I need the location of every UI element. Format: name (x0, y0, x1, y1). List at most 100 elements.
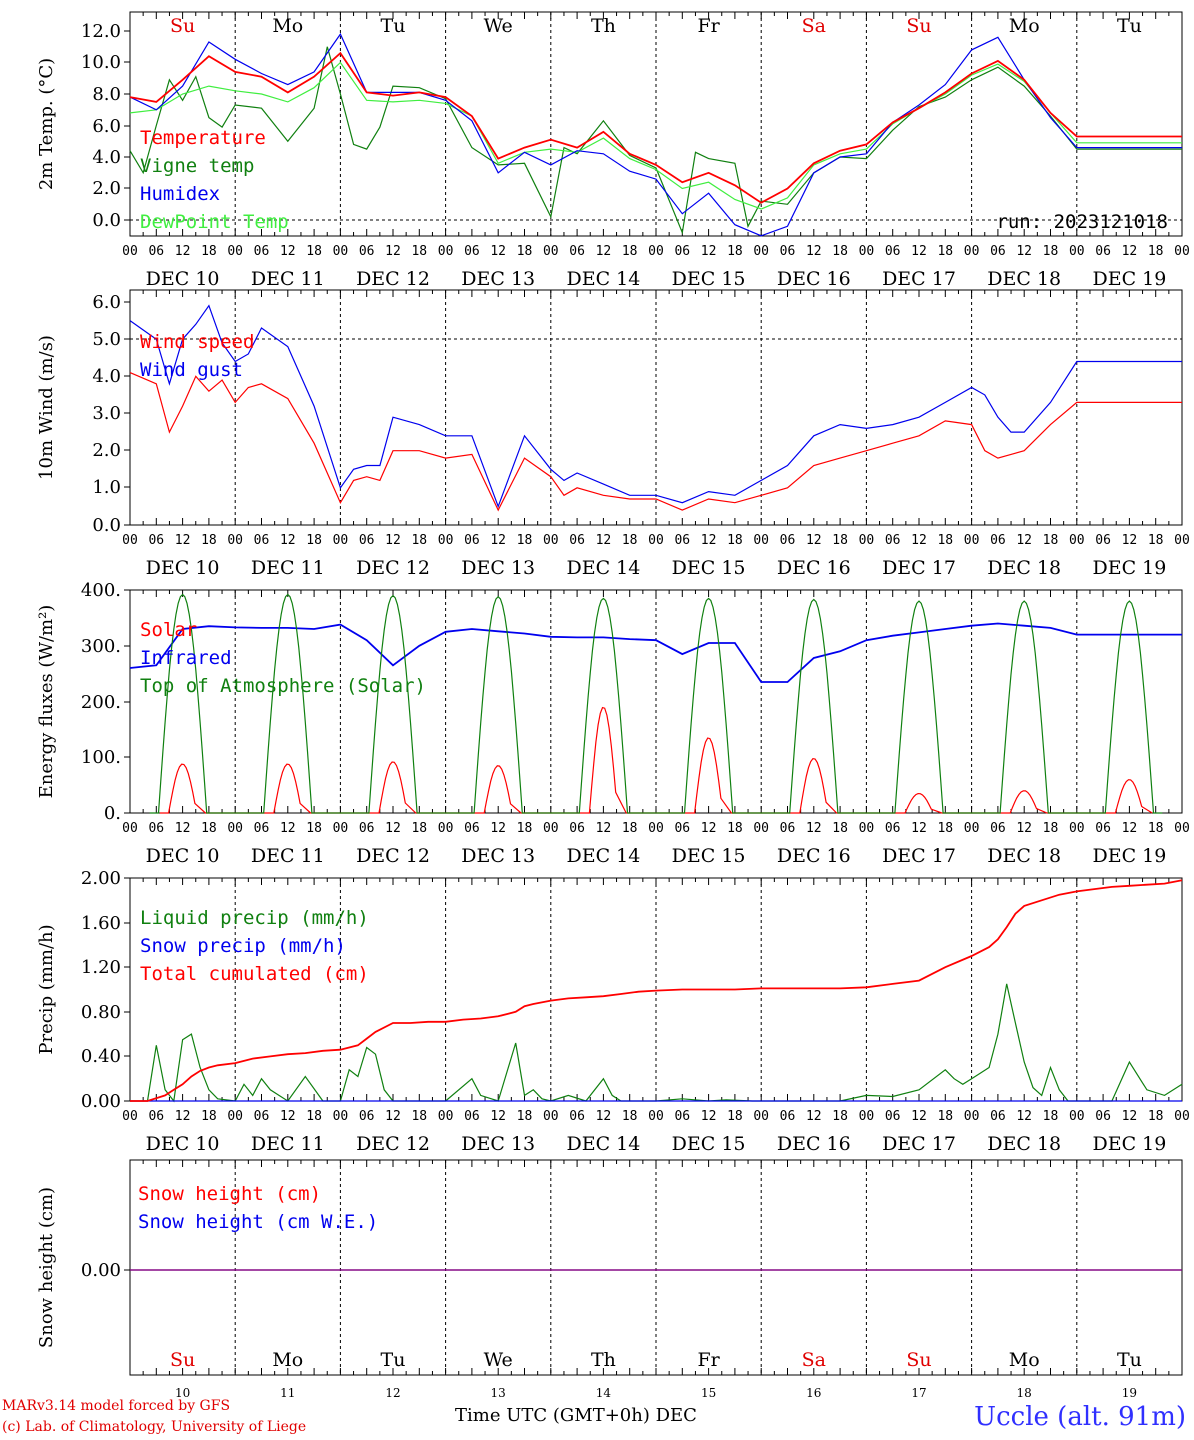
legend-entry: Total cumulated (cm) (140, 963, 369, 985)
hour-tick-label: 06 (674, 244, 690, 259)
date-label: DEC 11 (251, 268, 325, 290)
hour-tick-label: 12 (490, 533, 506, 548)
hour-tick-label: 00 (333, 533, 349, 548)
y-tick-label: 5.0 (92, 329, 121, 350)
hour-tick-label: 12 (806, 1109, 822, 1124)
hour-tick-label: 18 (622, 821, 638, 836)
hour-tick-label: 12 (1122, 1109, 1138, 1124)
hour-tick-label: 00 (438, 1109, 454, 1124)
hour-tick-label: 12 (1122, 533, 1138, 548)
hour-tick-label: 12 (490, 244, 506, 259)
legend-entry: Liquid precip (mm/h) (140, 907, 369, 929)
hour-tick-label: 12 (806, 244, 822, 259)
hour-tick-label: 06 (254, 1109, 270, 1124)
hour-tick-label: 18 (201, 244, 217, 259)
date-label: DEC 15 (672, 268, 746, 290)
hour-tick-label: 12 (596, 1109, 612, 1124)
hour-tick-label: 18 (727, 533, 743, 548)
series-line-wind-gust (129, 304, 1182, 509)
weekday-label-bottom: Sa (802, 1349, 826, 1371)
hour-tick-label: 00 (1069, 244, 1085, 259)
date-label: DEC 17 (882, 1133, 956, 1155)
hour-tick-label: 00 (859, 1109, 875, 1124)
y-tick-label: 6.0 (92, 116, 121, 137)
hour-tick-label: 00 (227, 244, 243, 259)
day-number-label: 11 (280, 1386, 295, 1400)
date-label: DEC 16 (777, 557, 851, 579)
hour-tick-label: 00 (227, 821, 243, 836)
hour-tick-label: 12 (280, 244, 296, 259)
day-number-label: 15 (701, 1386, 716, 1400)
hour-tick-label: 06 (148, 244, 164, 259)
date-label: DEC 12 (356, 557, 430, 579)
hour-tick-label: 12 (1016, 821, 1032, 836)
hour-tick-label: 12 (175, 244, 191, 259)
y-tick-label: 0.80 (81, 1002, 121, 1023)
hour-tick-label: 12 (1016, 533, 1032, 548)
hour-tick-label: 06 (254, 533, 270, 548)
date-label: DEC 14 (566, 268, 640, 290)
day-number-label: 19 (1122, 1386, 1137, 1400)
day-number-label: 18 (1017, 1386, 1032, 1400)
hour-tick-label: 18 (201, 821, 217, 836)
date-label: DEC 15 (672, 557, 746, 579)
hour-tick-label: 18 (306, 244, 322, 259)
hour-tick-label: 00 (753, 244, 769, 259)
y-tick-label: 0.00 (81, 1260, 121, 1281)
hour-tick-label: 00 (1174, 821, 1190, 836)
hour-tick-label: 00 (438, 244, 454, 259)
hour-tick-label: 06 (674, 533, 690, 548)
legend-entry: Temperature (140, 127, 266, 149)
legend-entry: Solar (140, 619, 197, 641)
hour-tick-label: 18 (1148, 1109, 1164, 1124)
hour-tick-label: 06 (464, 821, 480, 836)
hour-tick-label: 18 (1148, 821, 1164, 836)
hour-tick-label: 00 (859, 821, 875, 836)
station-label: Uccle (alt. 91m) (974, 1402, 1186, 1432)
hour-tick-label: 06 (885, 1109, 901, 1124)
date-label: DEC 14 (566, 1133, 640, 1155)
series-line-vigne-temp (129, 46, 1182, 235)
x-axis-title: Time UTC (GMT+0h) DEC (455, 1405, 697, 1426)
hour-tick-label: 12 (1122, 821, 1138, 836)
y-tick-label: 6.0 (92, 292, 121, 313)
legend-entry: Snow precip (mm/h) (140, 935, 346, 957)
hour-tick-label: 00 (648, 533, 664, 548)
weekday-label-bottom: Fr (697, 1349, 720, 1371)
date-label: DEC 19 (1092, 557, 1166, 579)
hour-tick-label: 18 (727, 1109, 743, 1124)
hour-tick-label: 06 (359, 244, 375, 259)
hour-tick-label: 00 (122, 244, 138, 259)
date-label: DEC 12 (356, 1133, 430, 1155)
hour-tick-label: 00 (753, 821, 769, 836)
hour-tick-label: 12 (911, 244, 927, 259)
hour-tick-label: 00 (122, 533, 138, 548)
weekday-label-bottom: Mo (1009, 1349, 1040, 1371)
y-tick-label: 1.0 (92, 477, 121, 498)
hour-tick-label: 00 (227, 1109, 243, 1124)
hour-tick-label: 12 (490, 1109, 506, 1124)
weekday-label-bottom: Th (591, 1349, 616, 1371)
hour-tick-label: 00 (227, 533, 243, 548)
hour-tick-label: 06 (1095, 1109, 1111, 1124)
hour-tick-label: 00 (543, 1109, 559, 1124)
day-number-label: 16 (806, 1386, 821, 1400)
hour-tick-label: 00 (1174, 244, 1190, 259)
series-line-top-of-atmosphere-solar- (149, 593, 1163, 814)
hour-tick-label: 18 (306, 821, 322, 836)
legend-entry: Wind gust (140, 359, 243, 381)
hour-tick-label: 00 (333, 244, 349, 259)
hour-tick-label: 00 (333, 1109, 349, 1124)
hour-tick-label: 00 (1174, 1109, 1190, 1124)
y-tick-label: 2.0 (92, 178, 121, 199)
credit-line-2: (c) Lab. of Climatology, University of L… (2, 1419, 307, 1435)
hour-tick-label: 00 (438, 821, 454, 836)
hour-tick-label: 12 (280, 1109, 296, 1124)
date-label: DEC 12 (356, 845, 430, 867)
hour-tick-label: 12 (596, 533, 612, 548)
series-line-temperature (129, 51, 1182, 204)
hour-tick-label: 00 (964, 244, 980, 259)
hour-tick-label: 12 (701, 1109, 717, 1124)
hour-tick-label: 00 (753, 533, 769, 548)
date-label: DEC 10 (146, 1133, 220, 1155)
